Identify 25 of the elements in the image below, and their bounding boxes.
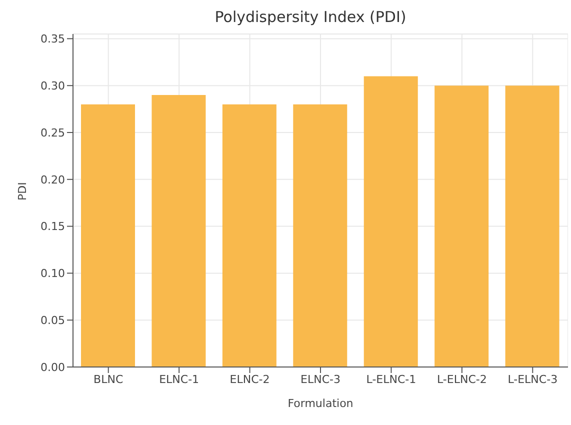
y-axis-title: PDI bbox=[16, 182, 29, 200]
y-tick-label: 0.00 bbox=[40, 360, 65, 374]
bar bbox=[81, 104, 135, 367]
x-tick-label: L-ELNC-2 bbox=[436, 372, 487, 386]
x-tick-label: ELNC-1 bbox=[159, 372, 200, 386]
x-tick-label: L-ELNC-3 bbox=[508, 372, 558, 386]
y-tick-label: 0.25 bbox=[40, 126, 65, 140]
bar bbox=[434, 86, 489, 367]
x-tick-label: ELNC-2 bbox=[230, 372, 270, 386]
y-tick-label: 0.10 bbox=[40, 267, 65, 280]
x-tick-label: L-ELNC-1 bbox=[366, 372, 416, 386]
bar bbox=[293, 104, 348, 367]
x-tick-label: BLNC bbox=[94, 372, 124, 386]
y-tick-label: 0.20 bbox=[40, 173, 65, 186]
y-tick-label: 0.30 bbox=[40, 79, 65, 92]
y-tick-label: 0.05 bbox=[40, 314, 65, 328]
y-tick-label: 0.35 bbox=[40, 32, 65, 46]
y-tick-label: 0.15 bbox=[40, 220, 65, 234]
x-tick-label: ELNC-3 bbox=[300, 372, 340, 386]
x-axis-title: Formulation bbox=[288, 397, 354, 410]
chart-title: Polydispersity Index (PDI) bbox=[214, 8, 408, 28]
bar bbox=[222, 104, 276, 367]
bar bbox=[152, 94, 206, 367]
bar bbox=[364, 76, 418, 367]
bar bbox=[505, 86, 560, 367]
